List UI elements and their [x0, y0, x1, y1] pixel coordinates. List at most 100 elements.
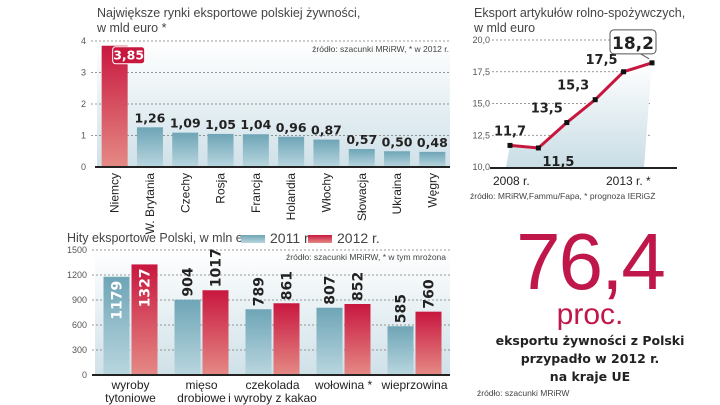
chart3-bar [174, 299, 201, 375]
legend-label-2011: 2011 r. [270, 230, 312, 246]
chart1-ytick-label: 4 [81, 36, 86, 46]
chart2-xtick-end: 2013 r. * [606, 174, 651, 188]
chart1-bar [207, 133, 234, 167]
chart3-ytick-label: 300 [72, 345, 87, 355]
chart3-value-label: 1179 [110, 281, 126, 320]
chart1-bar [278, 136, 305, 167]
chart3-value-label: 1017 [209, 248, 225, 287]
chart3-ytick-label: 1200 [67, 270, 87, 280]
chart1-source: źródło: szacunki MRiRW, * w 2012 r. [312, 44, 449, 54]
chart1-bar [242, 134, 269, 167]
chart2-value-label: 17,5 [586, 53, 618, 68]
chart1-ytick-label: 1 [81, 131, 86, 141]
chart1-value-label: 0,96 [276, 120, 307, 135]
chart2-point [649, 60, 655, 66]
chart1-value-label: 1,05 [205, 117, 236, 132]
chart1-ytick-label: 2 [81, 99, 86, 109]
chart1-bar [348, 149, 375, 167]
chart2-point [507, 142, 513, 148]
chart1-category-label: Czechy [178, 173, 192, 213]
chart2-value-label: 15,3 [557, 79, 589, 94]
chart1-category-label: Francja [249, 173, 263, 213]
highlight-description-line: eksportu żywności z Polski [495, 333, 685, 348]
chart1-value-label: 0,57 [346, 132, 377, 147]
chart1-value-label: 0,48 [417, 135, 448, 150]
chart2-point [592, 97, 598, 103]
highlight-description: eksportu żywności z Polski przypadło w 2… [470, 332, 710, 386]
chart1-ytick-label: 3 [81, 68, 86, 78]
legend-swatch-2011 [241, 235, 265, 243]
chart2-line [509, 61, 653, 150]
chart3-ytick-label: 900 [72, 295, 87, 305]
chart2-point [621, 69, 627, 75]
chart2-title: Eksport artykułów rolno-spożywczych, [474, 6, 685, 20]
legend-swatch-2012 [308, 235, 332, 243]
chart2-value-label: 18,2 [612, 34, 654, 54]
chart3-bar [316, 307, 343, 375]
chart1-value-label: 1,09 [170, 116, 201, 131]
chart1-bar [172, 132, 199, 167]
chart3-bar [202, 290, 229, 375]
chart1-value-badge [112, 46, 146, 65]
chart3-category-label: czekolada [245, 378, 299, 392]
chart3-category-label: wołowina * [314, 378, 373, 392]
chart3-value-label: 789 [252, 277, 268, 306]
chart1-category-label: Włochy [319, 173, 333, 212]
chart2-ytick-label: 15,0 [472, 99, 490, 109]
chart3-category-label: drobiowe [177, 391, 226, 405]
chart1-subtitle: w mld euro * [96, 21, 167, 35]
chart1-category-label: Holandia [284, 173, 298, 221]
chart2-ytick-label: 17,5 [472, 67, 490, 77]
chart1-bar [419, 151, 446, 167]
chart3-value-label: 1327 [138, 268, 154, 307]
chart1-value-label: 1,04 [240, 117, 271, 132]
chart1-category-label: Węgry [425, 173, 439, 208]
chart2-ytick-label: 12,5 [472, 130, 490, 140]
chart1-category-label: W. Brytania [143, 173, 157, 235]
chart3-bar [415, 311, 442, 375]
highlight-source: źródło: szacunki MRiRW [477, 388, 570, 398]
chart3-source: źródło: szacunki MRiRW, * w tym mrożona [286, 252, 446, 262]
chart3-bar [387, 326, 414, 375]
chart3-bar [245, 309, 272, 375]
chart1-bar [313, 139, 340, 167]
chart1-ytick-label: 0 [81, 162, 86, 172]
chart1-title: Największe rynki eksportowe polskiej żyw… [97, 6, 360, 20]
chart1-bar [136, 127, 163, 167]
legend-label-2012: 2012 r. [337, 230, 380, 246]
chart2-source: źródło: MRiRW,Fammu/Fapa, * prognoza IER… [470, 191, 656, 201]
chart3-category-label: i wyroby z kakao [228, 391, 317, 405]
chart2-area [506, 62, 652, 167]
chart2-value-label: 11,5 [542, 155, 574, 170]
chart1-value-label: 3,85 [113, 48, 144, 63]
chart2-xtick-start: 2008 r. [493, 174, 530, 188]
chart2-value-label: 13,5 [531, 102, 563, 117]
chart3-bar [131, 264, 158, 375]
chart3-category-label: mięso [185, 378, 217, 392]
chart1-value-label: 1,26 [135, 110, 166, 125]
chart1-bar [101, 45, 128, 167]
chart3-bar [344, 304, 371, 375]
chart2-value-label: 11,7 [494, 124, 526, 139]
chart1-value-label: 0,50 [382, 134, 413, 149]
highlight-description-line: przypadło w 2012 r. [520, 351, 660, 366]
chart2-ytick-label: 10,0 [472, 162, 490, 172]
chart3-value-label: 807 [323, 276, 339, 305]
chart1-category-label: Niemcy [108, 173, 122, 213]
chart2-point [535, 145, 541, 151]
chart3-ytick-label: 600 [72, 320, 87, 330]
chart3-category-label: wieprzowina [380, 378, 447, 392]
chart2-ytick-label: 20,0 [472, 35, 490, 45]
chart3-bar [273, 303, 300, 375]
chart3-bar [103, 276, 130, 375]
chart2-subtitle: w mld euro [473, 21, 535, 35]
chart3-value-label: 585 [394, 294, 410, 323]
chart3-category-label: wyroby [110, 378, 149, 392]
highlight-description-line: na kraje UE [549, 369, 631, 384]
chart3-category-label: tytoniowe [105, 391, 156, 405]
chart3-value-label: 760 [422, 279, 438, 308]
chart1-category-label: Ukraina [390, 173, 404, 215]
top-markets-chart: Największe rynki eksportowe polskiej żyw… [81, 6, 450, 234]
export-hits-chart: Hity eksportowe Polski, w mln euro 2011 … [67, 230, 450, 405]
